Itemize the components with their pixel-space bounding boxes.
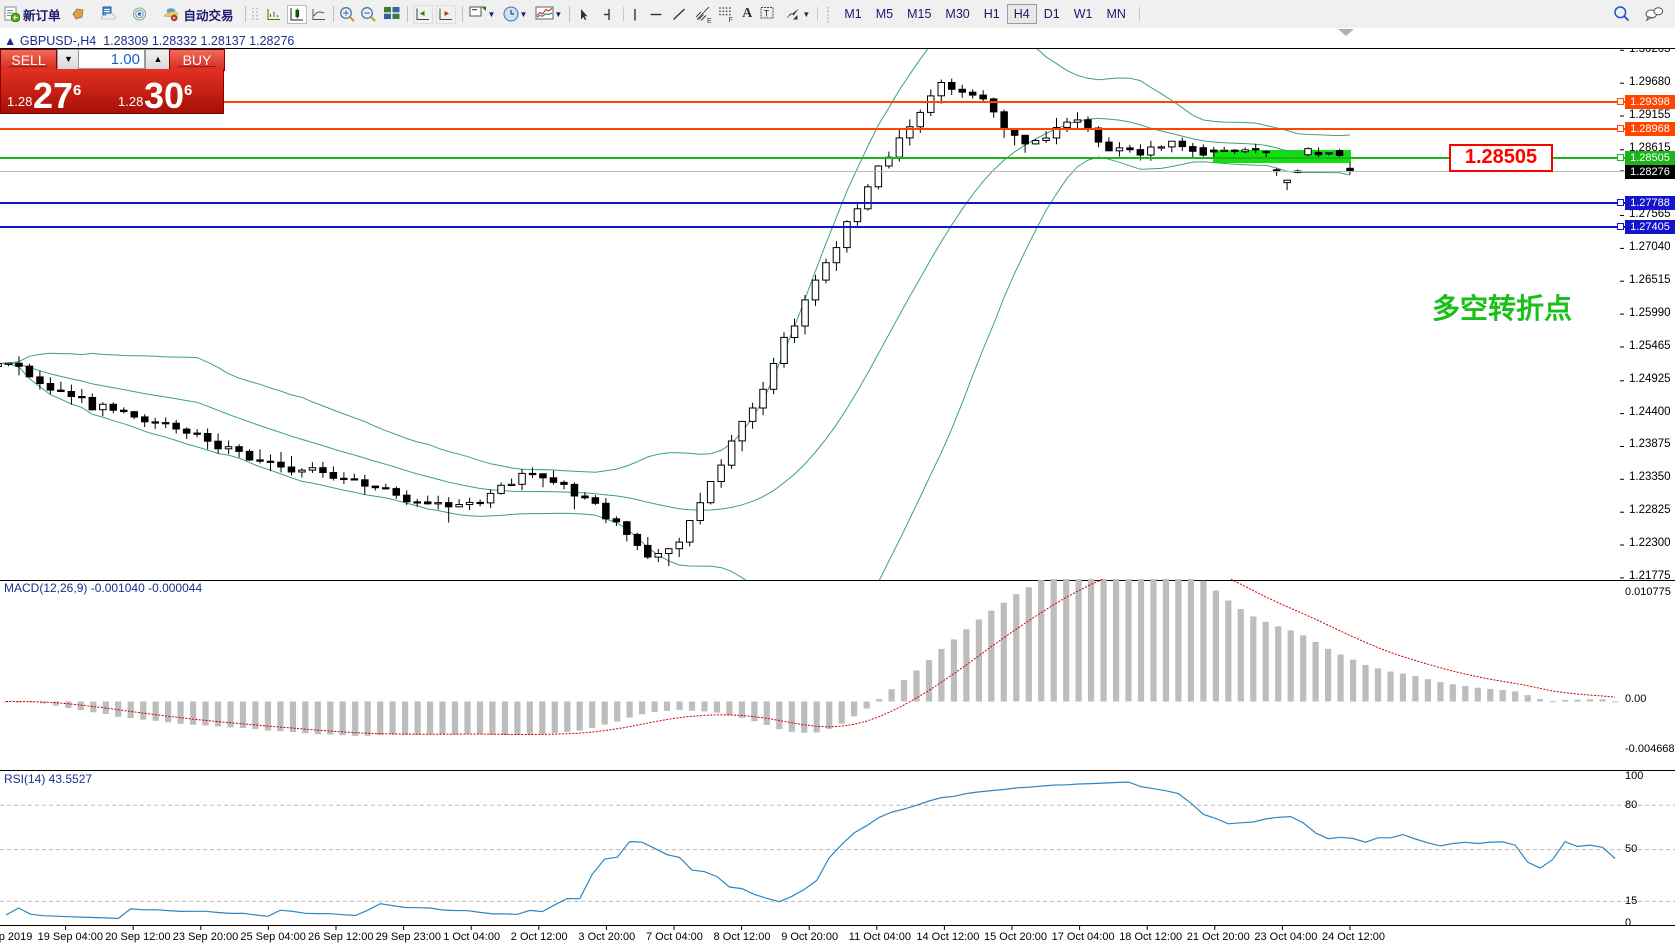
svg-text:E: E [707,18,712,23]
svg-text:F: F [729,17,733,22]
svg-text:T: T [764,9,770,20]
